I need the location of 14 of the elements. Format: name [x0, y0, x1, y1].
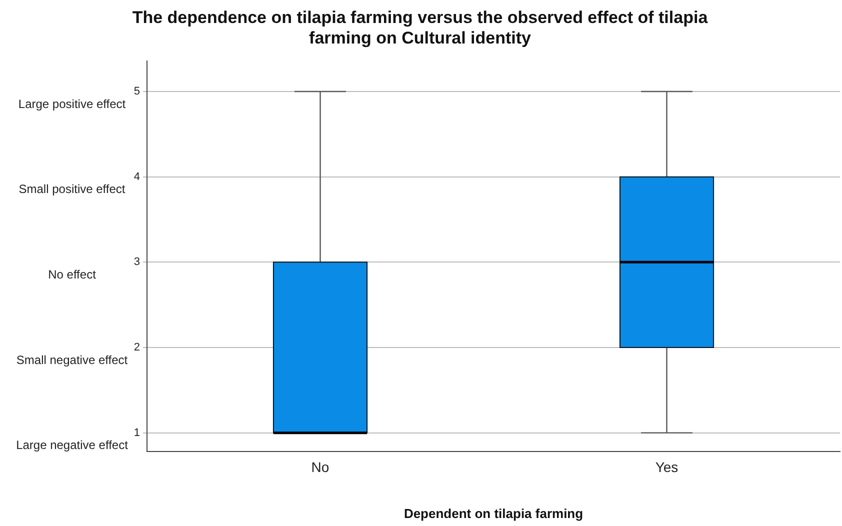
chart-title: The dependence on tilapia farming versus the observed effect of tilapia farming on Cultural identity [132, 8, 708, 48]
y-tick-label: 4 [134, 170, 140, 183]
x-tick-label: Yes [655, 458, 678, 475]
y-tick-label: 2 [134, 342, 140, 354]
text: Small positive effect [18, 182, 126, 196]
x-tick-label: No [311, 458, 330, 475]
text: Large positive effect [18, 96, 126, 111]
x-axis-title: Dependent on tilapia farming [404, 506, 584, 521]
text: Small negative effect [16, 352, 128, 367]
text: No effect [48, 267, 97, 282]
text: Large negative effect [16, 438, 129, 452]
y-tick-label: 3 [134, 256, 140, 268]
y-tick-label: 5 [134, 86, 140, 98]
y-tick-label: 1 [134, 426, 140, 439]
